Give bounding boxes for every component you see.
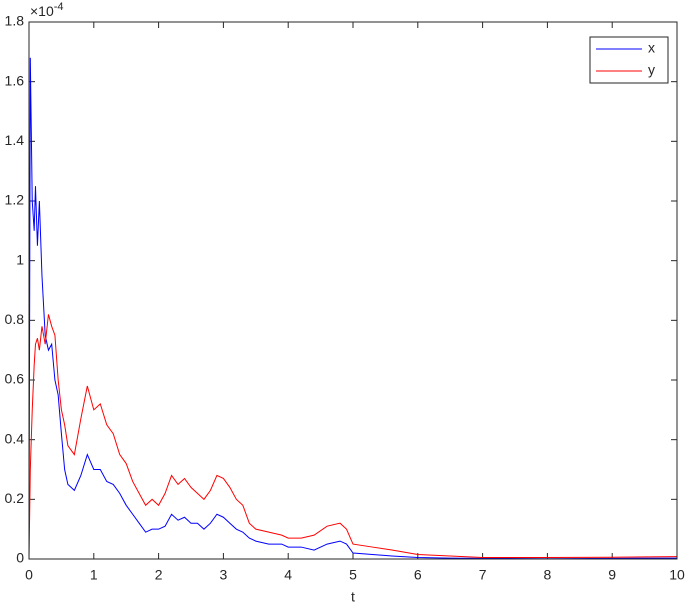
y-tick-label: 1.8 [5, 13, 25, 29]
series-line [28, 314, 678, 560]
y-tick-label: 0.4 [5, 430, 25, 446]
x-tick-label: 8 [544, 567, 552, 583]
y-tick-label: 0.8 [5, 311, 25, 327]
y-tick-label: 0.2 [5, 490, 25, 506]
axes-box [28, 21, 678, 560]
x-tick-label: 6 [414, 567, 422, 583]
legend-box [589, 36, 669, 84]
x-tick-label: 2 [155, 567, 163, 583]
series-line [28, 57, 678, 560]
y-tick-label: 0.6 [5, 371, 25, 387]
x-tick-label: 4 [284, 567, 292, 583]
legend-label: x [648, 40, 655, 56]
y-tick-label: 1.6 [5, 72, 25, 88]
y-tick-label: 1 [16, 251, 24, 267]
x-tick-label: 5 [349, 567, 357, 583]
multiplier-base: ×10 [30, 3, 54, 19]
y-multiplier: ×10-4 [30, 1, 64, 19]
legend-label: y [648, 62, 655, 78]
x-axis-label: t [351, 589, 355, 605]
x-tick-label: 0 [25, 567, 33, 583]
x-tick-label: 3 [220, 567, 228, 583]
y-tick-label: 0 [16, 550, 24, 566]
x-tick-label: 7 [479, 567, 487, 583]
x-tick-label: 10 [669, 567, 685, 583]
multiplier-exponent: -4 [54, 1, 64, 13]
x-tick-label: 1 [90, 567, 98, 583]
x-tick-label: 9 [608, 567, 616, 583]
y-tick-label: 1.4 [5, 132, 25, 148]
y-tick-label: 1.2 [5, 192, 25, 208]
